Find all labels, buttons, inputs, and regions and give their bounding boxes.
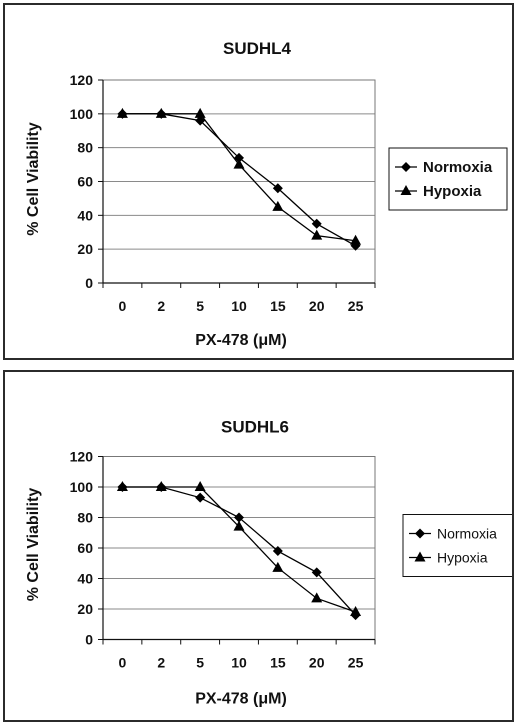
y-tick-label: 120 xyxy=(70,449,94,465)
legend-label: Normoxia xyxy=(423,159,493,176)
series-line-hypoxia xyxy=(122,113,356,242)
x-tick-label: 20 xyxy=(309,655,325,671)
data-point-normoxia xyxy=(311,567,322,578)
data-point-hypoxia xyxy=(116,107,128,118)
chart-sudhl6: SUDHL6 % Cell Viability PX-478 (μM) 0204… xyxy=(25,418,512,708)
series-line-normoxia xyxy=(122,113,356,247)
x-tick-label: 5 xyxy=(196,298,204,314)
data-point-hypoxia xyxy=(116,481,128,491)
legend-label: Hypoxia xyxy=(423,183,482,200)
x-axis-title: PX-478 (μM) xyxy=(195,332,287,349)
data-point-normoxia xyxy=(272,546,283,557)
y-axis-title: % Cell Viability xyxy=(25,122,42,236)
legend-label: Hypoxia xyxy=(437,550,488,566)
data-point-hypoxia xyxy=(272,561,284,572)
x-tick-label: 25 xyxy=(348,655,364,671)
y-tick-label: 120 xyxy=(70,72,94,88)
y-tick-label: 80 xyxy=(77,140,93,156)
x-tick-label: 2 xyxy=(157,298,165,314)
x-tick-label: 10 xyxy=(231,655,247,671)
data-point-hypoxia xyxy=(194,107,206,118)
legend-box xyxy=(388,147,508,211)
legend-marker-hypoxia xyxy=(414,551,426,562)
chart-title: SUDHL6 xyxy=(221,418,289,437)
series-line-hypoxia xyxy=(122,486,356,613)
data-point-hypoxia xyxy=(311,592,323,603)
chart-title: SUDHL4 xyxy=(223,39,292,58)
x-tick-label: 0 xyxy=(119,655,127,671)
legend-label: Normoxia xyxy=(437,526,497,542)
x-tick-label: 15 xyxy=(270,298,286,314)
y-tick-label: 80 xyxy=(77,510,93,526)
series-line-normoxia xyxy=(122,486,357,616)
x-tick-label: 0 xyxy=(119,298,127,314)
y-tick-label: 60 xyxy=(77,540,93,556)
data-point-hypoxia xyxy=(155,107,167,118)
legend-marker-normoxia xyxy=(401,162,411,172)
y-tick-label: 60 xyxy=(77,174,93,190)
data-point-hypoxia xyxy=(350,234,362,245)
y-tick-label: 40 xyxy=(77,571,93,587)
x-tick-label: 10 xyxy=(231,298,247,314)
data-point-normoxia xyxy=(195,492,206,503)
x-tick-label: 20 xyxy=(309,298,325,314)
chart-panel-sudhl4: SUDHL4 % Cell Viability PX-478 (μM) 0 20 4… xyxy=(3,3,514,360)
data-point-normoxia xyxy=(311,218,322,229)
y-tick-label: 100 xyxy=(70,106,94,122)
x-tick-label: 15 xyxy=(270,655,286,671)
x-axis-title: PX-478 (μM) xyxy=(195,691,287,708)
x-tick-label: 5 xyxy=(196,655,204,671)
x-tick-label: 2 xyxy=(157,655,165,671)
chart-panel-sudhl6: SUDHL6 % Cell Viability PX-478 (μM) 0 20 4… xyxy=(3,370,514,722)
legend-box xyxy=(402,514,512,577)
legend-marker-normoxia xyxy=(415,528,425,539)
x-tick-label: 25 xyxy=(348,298,364,314)
y-tick-label: 20 xyxy=(77,601,93,617)
y-tick-label: 40 xyxy=(77,207,93,223)
legend-marker-hypoxia xyxy=(400,185,412,195)
data-point-hypoxia xyxy=(155,481,167,491)
chart-sudhl4: SUDHL4 % Cell Viability PX-478 (μM) 0204… xyxy=(25,39,508,349)
y-tick-label: 0 xyxy=(85,632,93,648)
y-tick-label: 20 xyxy=(77,241,93,257)
data-point-hypoxia xyxy=(233,158,245,169)
data-point-normoxia xyxy=(272,183,283,194)
data-point-hypoxia xyxy=(272,200,284,211)
data-point-hypoxia xyxy=(350,606,362,617)
data-point-hypoxia xyxy=(311,229,323,240)
y-tick-label: 100 xyxy=(70,479,94,495)
data-point-hypoxia xyxy=(233,520,245,531)
data-point-normoxia xyxy=(234,512,244,523)
data-point-hypoxia xyxy=(194,481,206,491)
y-axis-title: % Cell Viability xyxy=(25,488,42,602)
y-tick-label: 0 xyxy=(85,275,93,291)
